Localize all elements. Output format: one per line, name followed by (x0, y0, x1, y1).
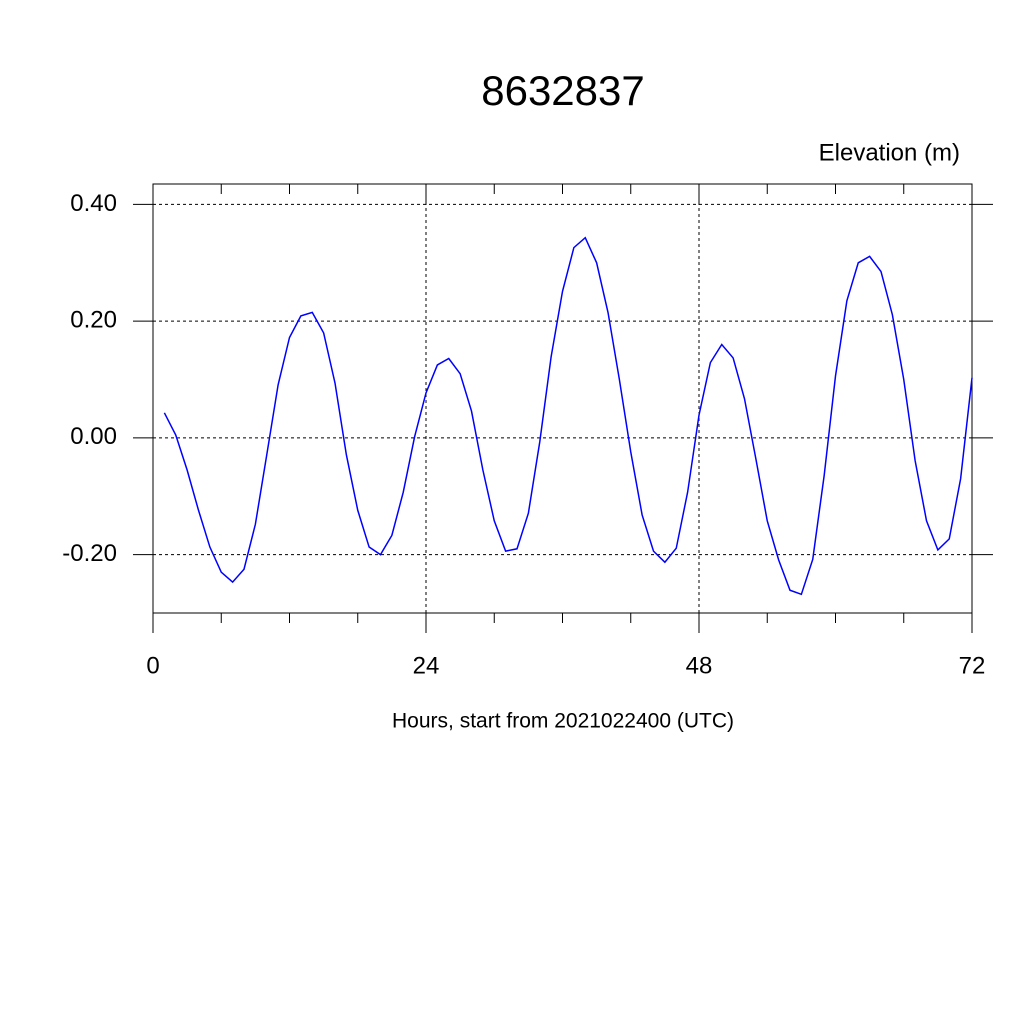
y-tick-label: 0.00 (70, 423, 117, 450)
y-tick-label: 0.20 (70, 307, 117, 334)
y-axis-label: Elevation (m) (819, 139, 960, 166)
x-tick-label: 0 (146, 652, 159, 679)
x-tick-label: 24 (413, 652, 440, 679)
x-tick-label: 72 (959, 652, 986, 679)
y-tick-label: 0.40 (70, 190, 117, 217)
x-axis-label: Hours, start from 2021022400 (UTC) (392, 710, 734, 733)
chart-title: 8632837 (481, 67, 645, 114)
x-tick-label: 48 (686, 652, 713, 679)
data-line (163, 236, 973, 596)
plot-frame (152, 183, 973, 614)
y-tick-label: -0.20 (62, 540, 117, 567)
